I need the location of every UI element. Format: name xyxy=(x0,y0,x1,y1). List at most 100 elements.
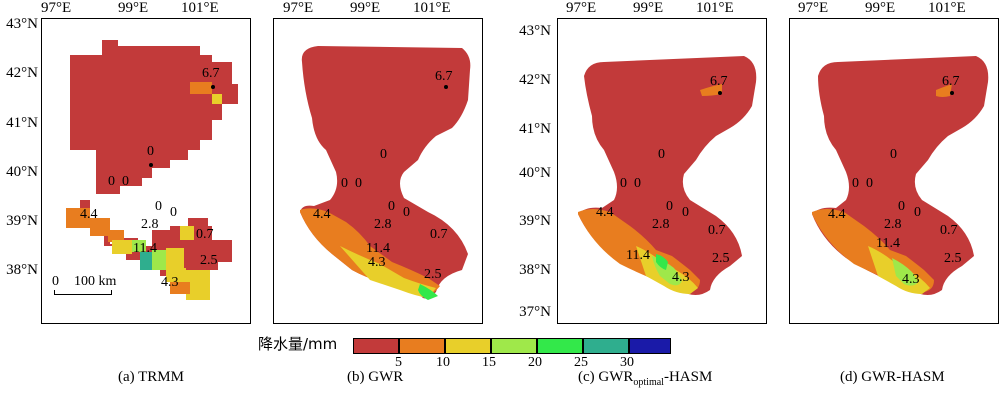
scale-tick xyxy=(54,290,55,295)
lon-label: 101°E xyxy=(413,0,451,16)
lat-label: 39°N xyxy=(519,213,551,229)
lon-label: 99°E xyxy=(350,0,381,16)
legend-tick: 10 xyxy=(436,355,450,370)
station-value: 0 xyxy=(914,205,921,220)
station-value: 4.3 xyxy=(368,255,386,270)
station-dot xyxy=(211,85,215,89)
lon-label: 97°E xyxy=(566,0,597,16)
station-value: 11.4 xyxy=(366,241,390,256)
station-value: 0 xyxy=(403,205,410,220)
scale-tick xyxy=(111,290,112,295)
station-value: 0 xyxy=(666,199,673,214)
caption-text: (c) GWR xyxy=(578,369,634,385)
lat-label: 43°N xyxy=(6,16,38,32)
lat-label: 42°N xyxy=(519,72,551,88)
station-value: 4.3 xyxy=(161,275,179,290)
station-dot xyxy=(950,91,954,95)
station-value: 0 xyxy=(170,205,177,220)
station-dot xyxy=(444,85,448,89)
legend-tick: 15 xyxy=(482,355,496,370)
legend-swatch xyxy=(353,338,399,354)
scale-line xyxy=(54,294,112,295)
station-value: 2.5 xyxy=(200,253,218,268)
station-value: 2.8 xyxy=(652,217,670,232)
station-value: 0 xyxy=(682,205,689,220)
scale-zero: 0 xyxy=(52,274,59,289)
station-value: 2.8 xyxy=(884,217,902,232)
station-value: 4.4 xyxy=(80,207,98,222)
station-value: 0 xyxy=(658,147,665,162)
lon-label: 99°E xyxy=(633,0,664,16)
lon-label: 99°E xyxy=(118,0,149,16)
station-value: 11.4 xyxy=(626,248,650,263)
station-value: 0 xyxy=(388,199,395,214)
station-value: 2.5 xyxy=(712,251,730,266)
lon-label: 101°E xyxy=(928,0,966,16)
station-value: 4.3 xyxy=(902,272,920,287)
station-value: 4.4 xyxy=(313,207,331,222)
station-value: 0 xyxy=(898,199,905,214)
legend-swatch xyxy=(629,338,671,354)
legend-tick: 25 xyxy=(574,355,588,370)
lat-label: 39°N xyxy=(6,213,38,229)
legend-swatch xyxy=(491,338,537,354)
legend-swatch xyxy=(583,338,629,354)
station-value: 0 xyxy=(341,176,348,191)
trmm-raster xyxy=(66,40,238,300)
station-value: 0 xyxy=(122,174,129,189)
scale-label: 100 km xyxy=(74,274,117,289)
caption-text: -HASM xyxy=(663,369,713,385)
caption-gwr: (b) GWR xyxy=(347,369,404,385)
lon-label: 99°E xyxy=(865,0,896,16)
lon-label: 97°E xyxy=(41,0,72,16)
station-value: 2.5 xyxy=(424,267,442,282)
station-value: 2.8 xyxy=(374,217,392,232)
station-value: 0.7 xyxy=(940,223,958,238)
station-value: 0 xyxy=(355,176,362,191)
station-value: 0 xyxy=(634,176,641,191)
lat-label: 42°N xyxy=(6,65,38,81)
station-dot xyxy=(718,91,722,95)
legend-swatch xyxy=(537,338,583,354)
caption-subscript: optimal xyxy=(633,377,664,388)
lat-label: 37°N xyxy=(519,304,551,320)
station-value: 2.8 xyxy=(141,217,159,232)
station-value: 0 xyxy=(890,147,897,162)
station-value: 11.4 xyxy=(876,236,900,251)
station-value: 4.4 xyxy=(596,205,614,220)
gwr-surface xyxy=(300,46,471,300)
legend-tick: 30 xyxy=(620,355,634,370)
lat-label: 43°N xyxy=(519,23,551,39)
station-value: 0.7 xyxy=(196,227,214,242)
station-value: 2.5 xyxy=(944,251,962,266)
station-value: 0 xyxy=(155,199,162,214)
legend-tick: 20 xyxy=(528,355,542,370)
station-value: 4.4 xyxy=(828,207,846,222)
lat-label: 40°N xyxy=(519,165,551,181)
station-value: 0 xyxy=(866,176,873,191)
station-value: 6.7 xyxy=(710,74,728,89)
station-dot xyxy=(149,163,153,167)
lon-label: 101°E xyxy=(696,0,734,16)
station-value: 6.7 xyxy=(435,69,453,84)
gwr-hasm-surface xyxy=(812,56,989,295)
caption-gwr-hasm: (d) GWR-HASM xyxy=(840,369,945,385)
station-value: 6.7 xyxy=(202,66,220,81)
legend-title: 降水量/mm xyxy=(258,335,338,353)
station-value: 0.7 xyxy=(430,227,448,242)
station-value: 4.3 xyxy=(672,270,690,285)
gwr-optimal-hasm-surface xyxy=(578,56,757,295)
station-value: 0.7 xyxy=(708,223,726,238)
station-value: 0 xyxy=(620,176,627,191)
lon-label: 97°E xyxy=(283,0,314,16)
legend-swatch xyxy=(445,338,491,354)
legend-swatch xyxy=(399,338,445,354)
station-value: 0 xyxy=(147,144,154,159)
legend-tick: 5 xyxy=(395,355,402,370)
station-value: 0 xyxy=(108,174,115,189)
lat-label: 40°N xyxy=(6,164,38,180)
lat-label: 38°N xyxy=(6,262,38,278)
station-value: 0 xyxy=(380,147,387,162)
station-value: 11.4 xyxy=(133,241,157,256)
lat-label: 41°N xyxy=(519,121,551,137)
